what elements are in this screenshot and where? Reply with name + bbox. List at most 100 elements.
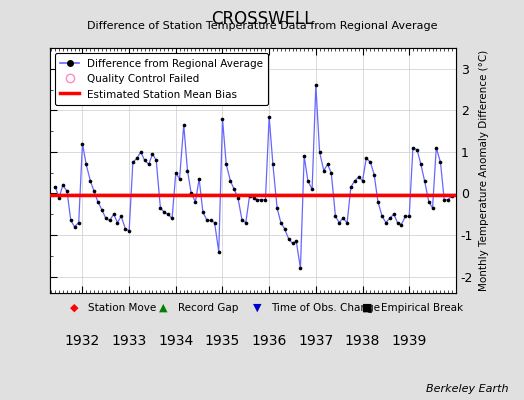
Point [249,194,258,201]
Point [245,192,254,199]
Text: Record Gap: Record Gap [178,302,238,313]
Point [432,144,441,151]
Point [152,157,160,164]
Text: CROSSWELL: CROSSWELL [211,10,313,28]
Text: 1938: 1938 [345,334,380,348]
Point [195,176,203,182]
Point [203,217,211,224]
Text: Station Move: Station Move [89,302,157,313]
Point [129,159,137,166]
Point [148,151,157,157]
Point [113,219,122,226]
Point [176,176,184,182]
Point [428,205,436,211]
Point [347,184,355,190]
Point [117,213,125,220]
Point [277,219,285,226]
Point [230,186,238,192]
Point [180,122,188,128]
Point [401,213,410,220]
Point [331,213,340,220]
Text: ■: ■ [363,302,373,313]
Point [405,213,413,220]
Point [163,211,172,218]
Point [238,217,246,224]
Point [219,116,227,122]
Point [343,219,351,226]
Point [292,238,300,244]
Point [312,82,320,89]
Point [160,209,168,215]
Text: 1937: 1937 [298,334,333,348]
Point [300,153,308,159]
Text: Berkeley Earth: Berkeley Earth [426,384,508,394]
Point [55,194,63,201]
Point [74,219,83,226]
Point [358,178,367,184]
Point [378,213,386,220]
Text: Time of Obs. Change: Time of Obs. Change [271,302,380,313]
Point [444,196,452,203]
Point [323,161,332,168]
Text: 1935: 1935 [205,334,240,348]
Point [140,157,149,164]
Point [273,205,281,211]
Text: 1933: 1933 [112,334,147,348]
Point [125,228,133,234]
Text: ▲: ▲ [159,302,168,313]
Text: Empirical Break: Empirical Break [381,302,463,313]
Point [94,198,102,205]
Text: 1934: 1934 [158,334,193,348]
Point [121,226,129,232]
Point [183,167,192,174]
Point [424,198,433,205]
Point [280,226,289,232]
Point [78,140,86,147]
Point [409,144,417,151]
Point [265,113,274,120]
Point [257,196,266,203]
Point [242,219,250,226]
Y-axis label: Monthly Temperature Anomaly Difference (°C): Monthly Temperature Anomaly Difference (… [478,50,489,291]
Point [206,217,215,224]
Point [448,192,456,199]
Point [420,178,429,184]
Point [210,219,219,226]
Point [67,217,75,224]
Point [296,265,304,272]
Point [86,178,94,184]
Point [397,222,406,228]
Point [98,207,106,213]
Point [390,211,398,218]
Text: 1932: 1932 [65,334,100,348]
Point [226,178,235,184]
Point [394,219,402,226]
Point [370,172,378,178]
Point [315,149,324,155]
Legend: Difference from Regional Average, Quality Control Failed, Estimated Station Mean: Difference from Regional Average, Qualit… [55,53,268,105]
Point [440,196,449,203]
Point [386,215,394,222]
Point [59,182,67,188]
Point [145,161,153,168]
Point [374,198,382,205]
Text: ◆: ◆ [70,302,79,313]
Point [191,198,200,205]
Point [214,248,223,255]
Point [339,215,347,222]
Point [288,240,297,246]
Point [304,178,312,184]
Point [156,205,165,211]
Point [355,174,363,180]
Point [187,190,195,197]
Point [320,167,328,174]
Point [335,219,343,226]
Point [436,159,445,166]
Point [327,170,335,176]
Point [413,147,421,153]
Text: 1939: 1939 [391,334,427,348]
Point [168,215,176,222]
Point [110,211,118,218]
Point [234,194,242,201]
Point [381,219,390,226]
